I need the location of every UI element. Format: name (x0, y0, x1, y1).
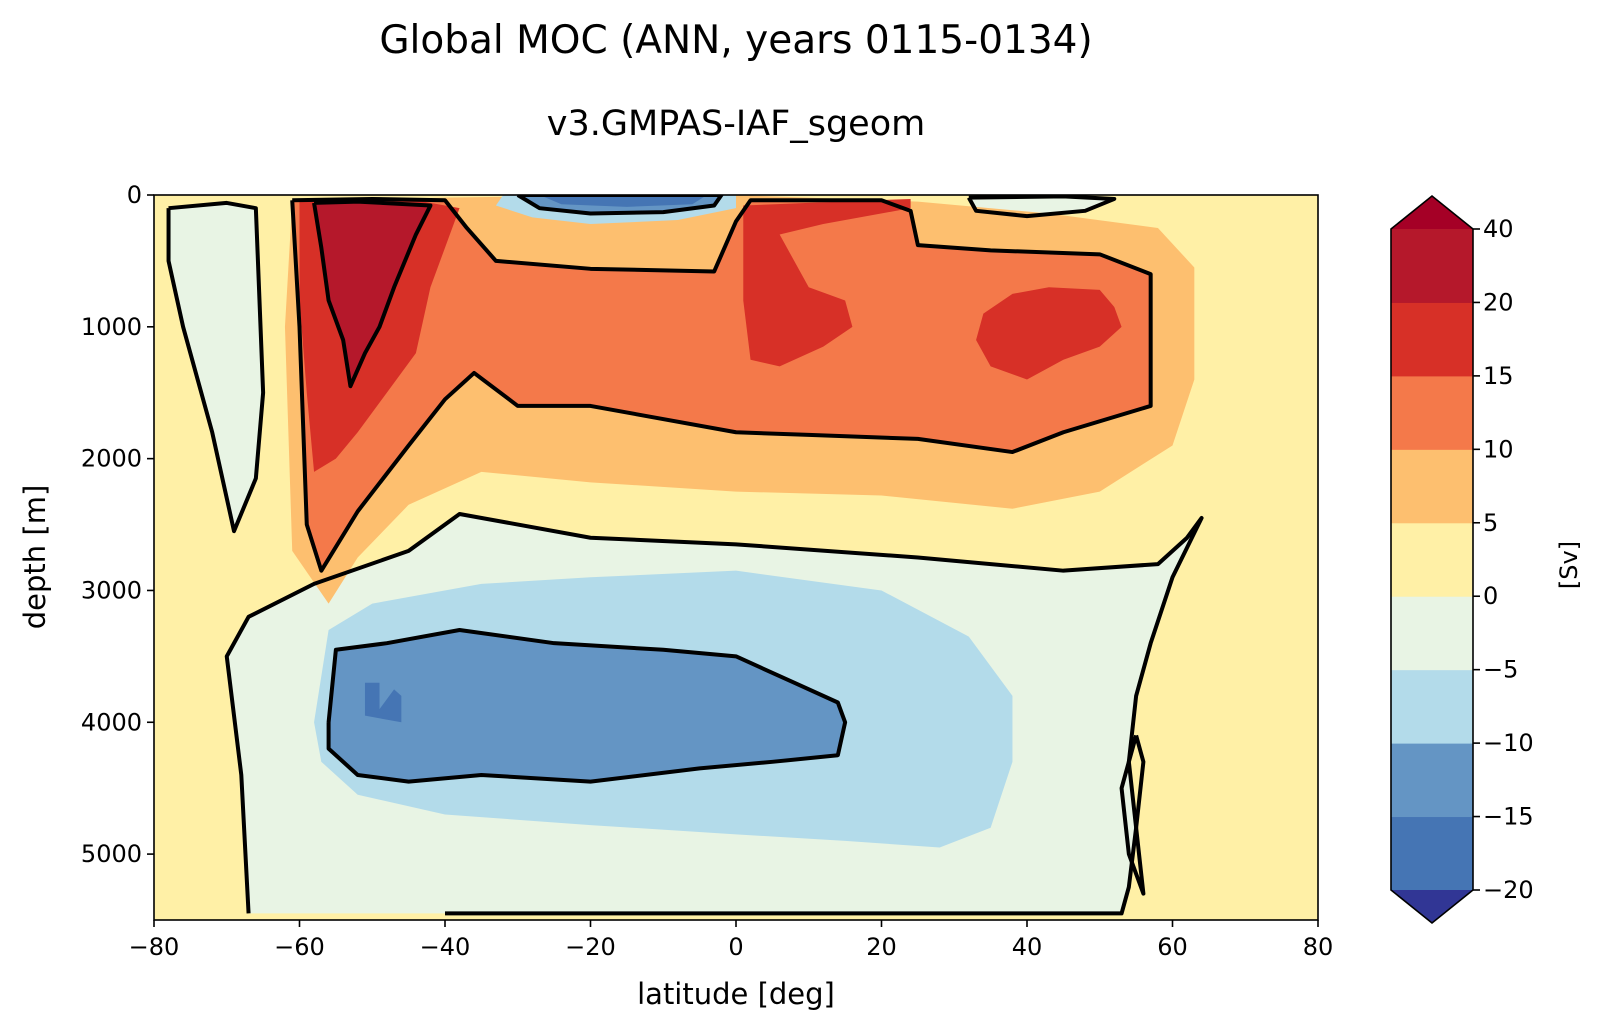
contour-line-20 (312, 199, 433, 389)
contour-fills (154, 195, 1318, 920)
x-tick-label: −20 (565, 933, 616, 961)
x-tick-label: 80 (1303, 933, 1334, 961)
y-tick-label: 3000 (81, 576, 142, 604)
colorbar-tick-label: −15 (1483, 803, 1534, 831)
contour-lines (166, 195, 1204, 916)
chart-title: Global MOC (ANN, years 0115-0134) (379, 18, 1092, 63)
colorbar-tick-label: −5 (1483, 656, 1518, 684)
contour-line-north-surface (967, 195, 1117, 219)
colorbar-segment (1391, 743, 1473, 818)
colorbar-segment (1391, 596, 1473, 671)
colorbar-segment (1391, 302, 1473, 377)
y-axis: 0 1000 2000 3000 4000 5000 (81, 181, 154, 868)
x-axis: −80 −60 −40 −20 0 20 40 60 80 (129, 920, 1334, 961)
colorbar-tick-label: −20 (1483, 876, 1534, 904)
y-tick-label: 2000 (81, 445, 142, 473)
colorbar-segment (1391, 375, 1473, 450)
colorbar-segment (1391, 229, 1473, 303)
x-tick-label: −60 (274, 933, 325, 961)
contour-line-10 (290, 196, 1153, 573)
colorbar-tick-label: 40 (1483, 215, 1514, 243)
contour-fill-neg15-neg10 (328, 630, 846, 782)
contour-line-north-deep-loop (1119, 734, 1146, 896)
contour-fill-15-20-equator (743, 198, 911, 367)
colorbar-tick-label: 5 (1483, 509, 1498, 537)
plot-area (153, 194, 1319, 921)
x-axis-label: latitude [deg] (637, 977, 835, 1011)
x-tick-label: −40 (420, 933, 471, 961)
colorbar-tick-label: 10 (1483, 435, 1514, 463)
y-tick-label: 4000 (81, 708, 142, 736)
chart-subtitle: v3.GMPAS-IAF_sgeom (547, 104, 925, 144)
colorbar-segment (1391, 816, 1473, 891)
colorbar-segment (1391, 449, 1473, 524)
colorbar-tick-label: 15 (1483, 362, 1514, 390)
contour-line-0-deep (224, 512, 1204, 916)
colorbar-tick-label: −10 (1483, 729, 1534, 757)
y-axis-label: depth [m] (18, 485, 52, 630)
y-tick-label: 0 (127, 181, 142, 209)
x-tick-label: 40 (1012, 933, 1043, 961)
contour-line-neg10-surface (516, 195, 724, 216)
colorbar-label: [Sv] (1555, 541, 1583, 589)
colorbar: −20 −15 −10 −5 0 5 10 15 20 40 (1390, 194, 1534, 925)
x-tick-label: 0 (728, 933, 743, 961)
colorbar-segment (1391, 669, 1473, 744)
contour-fill-neg20-neg15-surface (539, 195, 707, 207)
contour-fill-15-20-north (976, 287, 1122, 380)
x-tick-label: 60 (1157, 933, 1188, 961)
x-tick-label: 20 (866, 933, 897, 961)
contour-fill-neg5-0-polar (168, 202, 264, 532)
colorbar-extend-max (1391, 196, 1473, 229)
contour-line-0-polar (166, 200, 266, 534)
contour-fill-10-15 (292, 198, 1151, 571)
x-tick-label: −80 (129, 933, 180, 961)
colorbar-tick-label: 0 (1483, 582, 1498, 610)
y-tick-label: 1000 (81, 313, 142, 341)
colorbar-tick-label: 20 (1483, 288, 1514, 316)
colorbar-extend-min (1391, 890, 1473, 923)
contour-line-neg10-deep (326, 628, 848, 784)
colorbar-segment (1391, 522, 1473, 597)
y-tick-label: 5000 (81, 840, 142, 868)
contour-fill-neg20-neg15 (364, 682, 402, 723)
